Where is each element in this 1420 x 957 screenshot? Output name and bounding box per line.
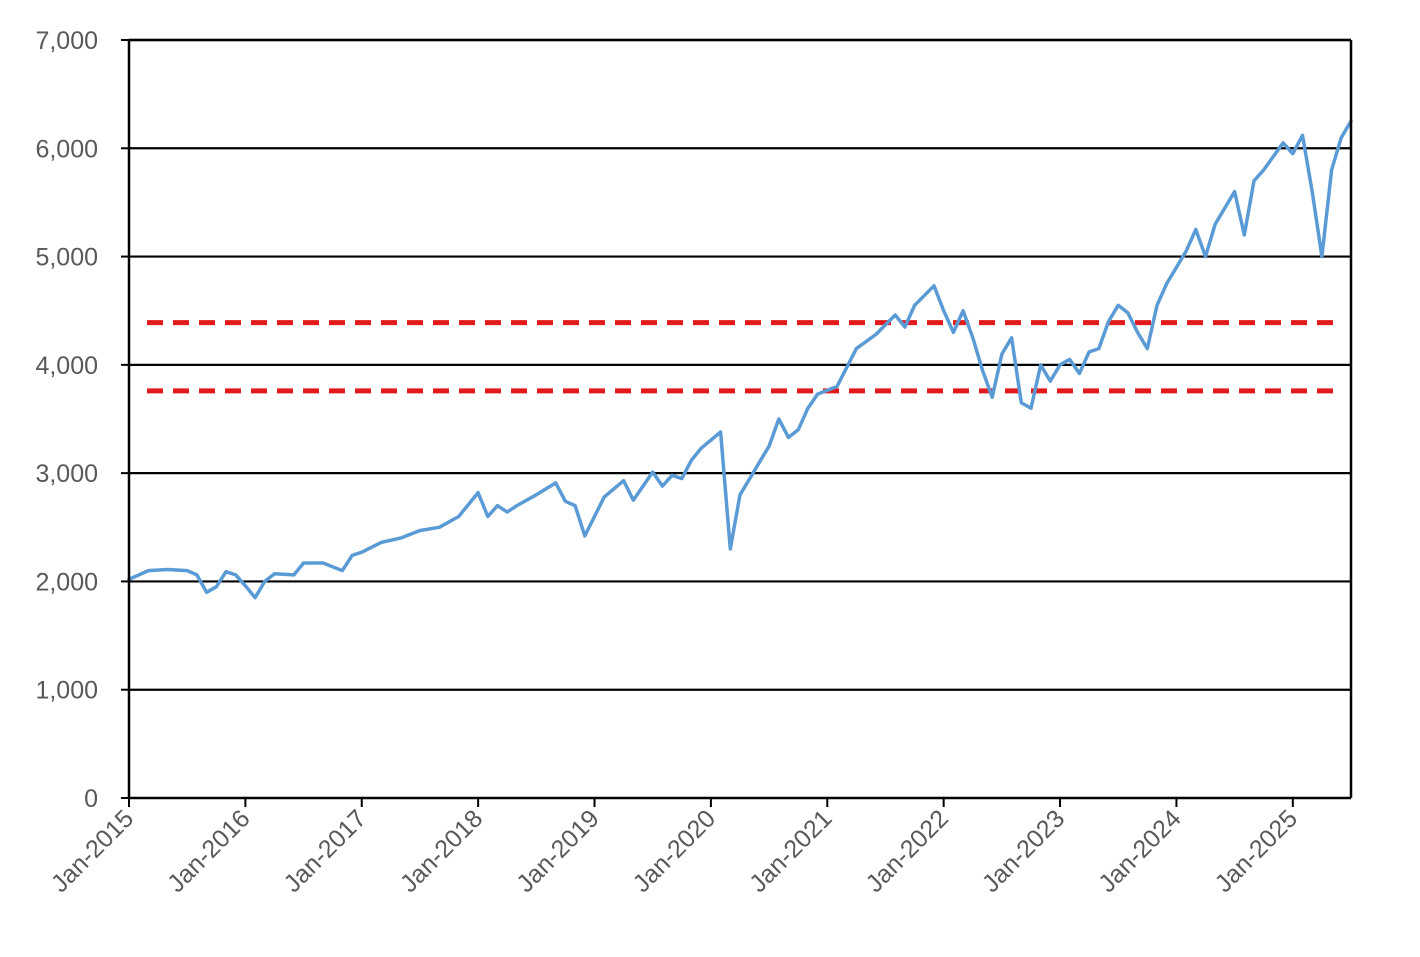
y-tick-label: 1,000 <box>35 677 98 705</box>
x-tick-label: Jan-2017 <box>278 804 372 898</box>
y-tick-label: 4,000 <box>35 352 98 380</box>
series-layer <box>127 119 1353 600</box>
x-tick-label: Jan-2018 <box>395 804 489 898</box>
y-tick-label: 5,000 <box>35 244 98 272</box>
y-tick-label: 3,000 <box>35 460 98 488</box>
x-tick-label: Jan-2024 <box>1093 804 1187 898</box>
y-axis-tick-labels: 0 1,000 2,000 3,000 4,000 5,000 6,000 7,000 <box>35 27 129 813</box>
x-tick-label: Jan-2021 <box>744 804 838 898</box>
y-tick-label: 2,000 <box>35 568 98 596</box>
x-tick-label: Jan-2020 <box>628 804 722 898</box>
x-axis-tick-labels: Jan-2015 Jan-2016 Jan-2017 Jan-2018 Jan-2019… <box>46 798 1303 898</box>
reference-lines <box>147 320 1343 394</box>
gridlines <box>129 38 1351 691</box>
y-tick-label: 7,000 <box>35 27 98 55</box>
x-tick-label: Jan-2023 <box>977 804 1071 898</box>
x-tick-label: Jan-2015 <box>46 804 140 898</box>
y-tick-label: 6,000 <box>35 135 98 163</box>
x-tick-label: Jan-2025 <box>1210 804 1304 898</box>
x-tick-label: Jan-2022 <box>860 804 954 898</box>
y-tick-label: 0 <box>84 785 98 813</box>
x-tick-label: Jan-2019 <box>511 804 605 898</box>
series-line <box>127 119 1353 600</box>
axes <box>127 38 1353 800</box>
x-tick-label: Jan-2016 <box>162 804 256 898</box>
